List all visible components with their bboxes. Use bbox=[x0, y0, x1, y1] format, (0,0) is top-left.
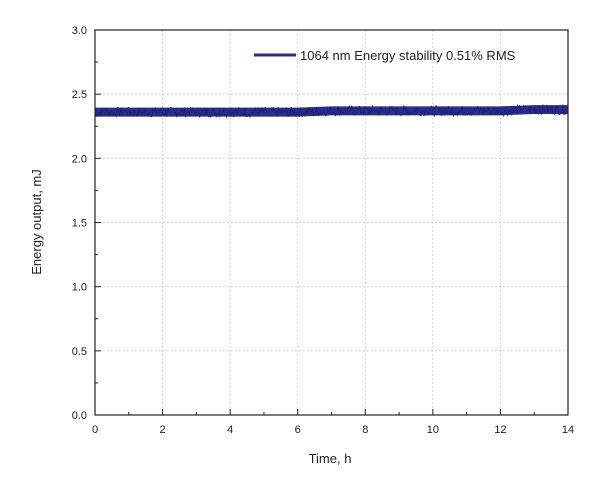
series-layer bbox=[94, 104, 569, 119]
legend: 1064 nm Energy stability 0.51% RMS bbox=[254, 48, 516, 63]
y-tick-label: 1.5 bbox=[72, 218, 87, 230]
legend-label: 1064 nm Energy stability 0.51% RMS bbox=[300, 48, 516, 63]
x-tick-label: 8 bbox=[362, 424, 368, 436]
y-tick-labels: 0.0 0.5 1.0 1.5 2.0 2.5 3.0 bbox=[72, 25, 87, 422]
grid bbox=[95, 30, 568, 415]
y-tick-label: 1.0 bbox=[72, 282, 87, 294]
x-axis-label: Time, h bbox=[309, 451, 352, 466]
x-tick-label: 4 bbox=[227, 424, 233, 436]
y-tick-label: 0.5 bbox=[72, 346, 87, 358]
ticks bbox=[94, 29, 569, 416]
y-tick-label: 2.5 bbox=[72, 89, 87, 101]
y-tick-label: 2.0 bbox=[72, 153, 87, 165]
x-tick-label: 10 bbox=[427, 424, 439, 436]
x-tick-label: 2 bbox=[160, 424, 166, 436]
x-tick-labels: 0 2 4 6 8 10 12 14 bbox=[92, 424, 574, 436]
y-tick-label: 3.0 bbox=[72, 25, 87, 37]
x-tick-label: 14 bbox=[562, 424, 574, 436]
x-tick-label: 0 bbox=[92, 424, 98, 436]
y-axis-label: Energy output, mJ bbox=[29, 169, 44, 275]
y-tick-label: 0.0 bbox=[72, 410, 87, 422]
x-tick-label: 6 bbox=[295, 424, 301, 436]
series-noise bbox=[94, 104, 569, 119]
x-tick-label: 12 bbox=[494, 424, 506, 436]
